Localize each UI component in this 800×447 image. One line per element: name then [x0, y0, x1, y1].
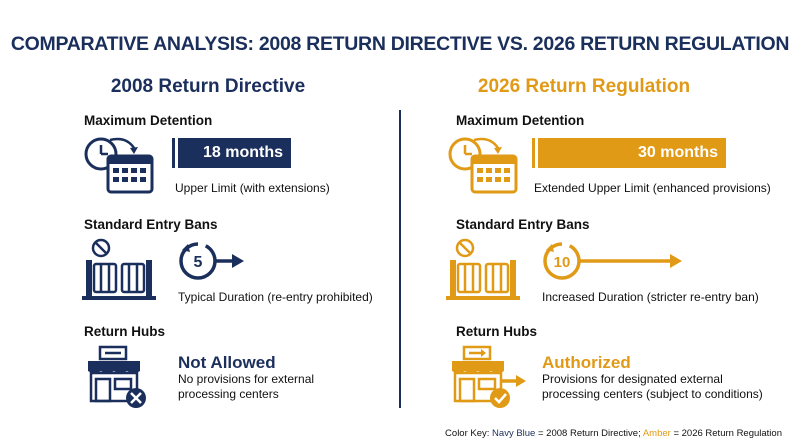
right-detention-value: 30 months	[637, 144, 718, 161]
color-key-amber: Amber	[642, 428, 671, 439]
left-return-hubs-status: Not Allowed	[178, 353, 276, 372]
left-timer-arrow-icon: 5	[179, 242, 244, 280]
entry-barrier-icon	[82, 238, 156, 300]
left-detention-bar-start	[172, 138, 175, 168]
clock-calendar-icon	[84, 137, 154, 194]
color-key-mid: = 2008 Return Directive;	[535, 428, 643, 439]
right-timer-value: 10	[554, 254, 571, 271]
right-detention-caption: Extended Upper Limit (enhanced provision…	[534, 181, 771, 195]
color-key-prefix: Color Key:	[445, 428, 493, 439]
left-detention-caption: Upper Limit (with extensions)	[175, 181, 330, 195]
color-key-suffix: = 2026 Return Regulation	[670, 428, 782, 439]
clock-calendar-icon	[448, 137, 518, 194]
right-column-heading: 2026 Return Regulation	[477, 76, 691, 97]
left-detention-value: 18 months	[202, 144, 283, 161]
left-entry-bans-label: Standard Entry Bans	[84, 217, 218, 232]
right-return-hubs-label: Return Hubs	[456, 324, 537, 339]
left-column-heading: 2008 Return Directive	[110, 76, 306, 97]
right-timer-arrow-icon: 10	[543, 242, 682, 280]
color-key: Color Key: Navy Blue = 2008 Return Direc…	[445, 428, 782, 439]
entry-barrier-icon	[446, 238, 520, 300]
left-detention-bar: 18 months	[178, 138, 291, 168]
store-not-allowed-icon	[88, 345, 146, 408]
page-title: COMPARATIVE ANALYSIS: 2008 RETURN DIRECT…	[10, 33, 790, 55]
left-return-hubs-label: Return Hubs	[84, 324, 165, 339]
right-return-hubs-caption-line1: Provisions for designated external	[542, 372, 723, 386]
right-entry-bans-label: Standard Entry Bans	[456, 217, 590, 232]
right-return-hubs-status: Authorized	[542, 353, 631, 372]
right-detention-bar: 30 months	[538, 138, 726, 168]
right-entry-bans-caption: Increased Duration (stricter re-entry ba…	[542, 290, 759, 304]
color-key-navy: Navy Blue	[492, 428, 536, 439]
left-detention-label: Maximum Detention	[84, 113, 213, 128]
right-return-hubs-caption-line2: processing centers (subject to condition…	[542, 387, 763, 401]
left-entry-bans-caption: Typical Duration (re-entry prohibited)	[178, 290, 373, 304]
column-divider	[399, 110, 401, 408]
right-detention-bar-start	[532, 138, 535, 168]
right-detention-label: Maximum Detention	[456, 113, 585, 128]
left-timer-value: 5	[194, 254, 203, 271]
store-authorized-icon	[452, 345, 526, 408]
left-return-hubs-caption-line1: No provisions for external	[178, 372, 315, 386]
left-return-hubs-caption-line2: processing centers	[178, 387, 279, 401]
